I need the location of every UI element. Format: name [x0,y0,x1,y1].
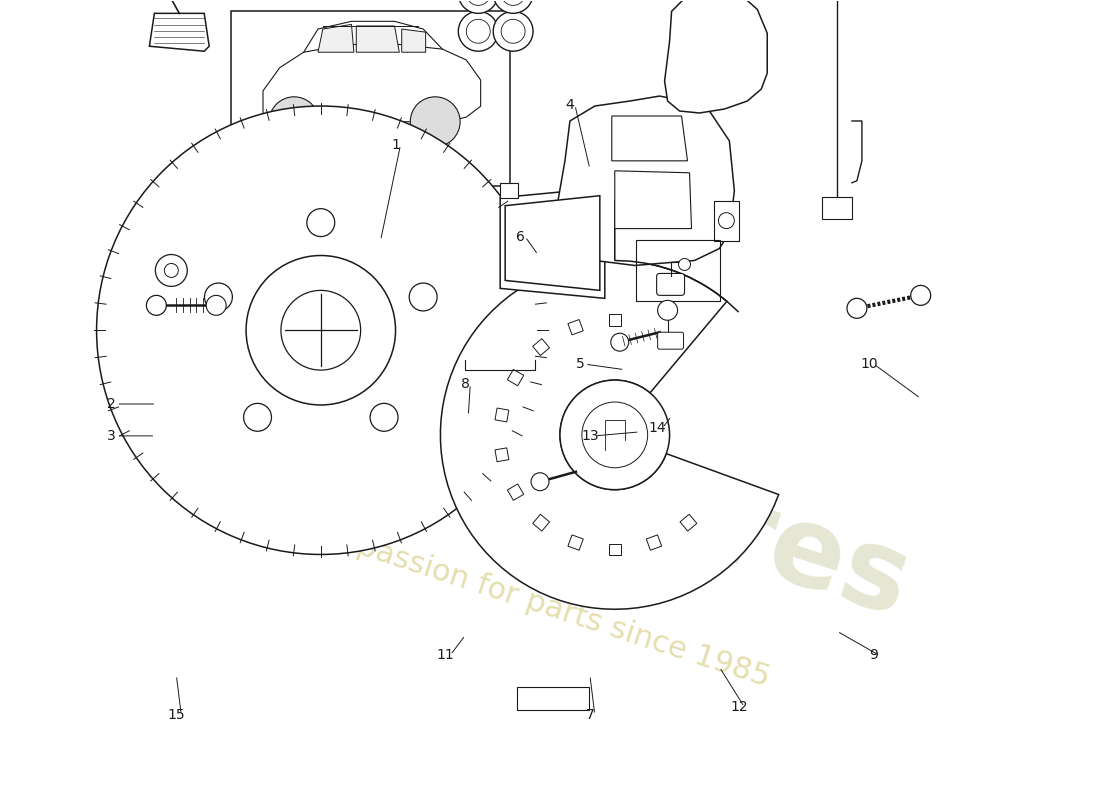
Polygon shape [680,514,697,531]
Circle shape [280,290,361,370]
Polygon shape [568,319,583,335]
Polygon shape [500,188,605,298]
Circle shape [911,286,931,306]
Circle shape [658,300,678,320]
Circle shape [582,402,648,468]
Circle shape [459,11,498,51]
Polygon shape [615,170,692,229]
Circle shape [531,473,549,490]
Text: 2: 2 [107,397,116,411]
Polygon shape [495,408,509,422]
Text: 5: 5 [575,357,584,371]
Polygon shape [440,261,779,610]
Polygon shape [507,370,524,386]
Circle shape [466,0,491,6]
Bar [517,687,588,710]
Circle shape [502,19,525,43]
Polygon shape [608,543,620,555]
Polygon shape [318,25,354,52]
Polygon shape [356,26,399,52]
Circle shape [246,255,396,405]
Bar [231,11,510,186]
Circle shape [97,106,544,554]
Polygon shape [532,338,550,355]
Circle shape [560,380,670,490]
Circle shape [466,19,491,43]
Polygon shape [664,0,767,113]
Circle shape [370,403,398,431]
Text: 15: 15 [167,708,185,722]
Polygon shape [263,45,481,130]
Circle shape [718,213,735,229]
FancyBboxPatch shape [657,274,684,295]
Text: 9: 9 [869,648,878,662]
FancyBboxPatch shape [658,332,683,349]
Polygon shape [505,196,600,290]
Circle shape [164,263,178,278]
Polygon shape [568,535,583,550]
Polygon shape [647,535,661,550]
Circle shape [307,209,334,237]
Circle shape [502,0,525,6]
Circle shape [410,97,460,146]
Circle shape [610,334,629,351]
Polygon shape [507,484,524,500]
Text: 4: 4 [565,98,574,112]
Circle shape [205,283,232,311]
Polygon shape [532,514,550,531]
Bar [636,239,720,302]
Text: 6: 6 [516,230,525,243]
Circle shape [243,403,272,431]
Text: 12: 12 [730,700,748,714]
Text: a passion for parts since 1985: a passion for parts since 1985 [327,522,773,692]
Circle shape [679,258,691,270]
Text: 7: 7 [585,708,594,722]
Bar [822,197,851,218]
Circle shape [459,0,498,14]
Text: 3: 3 [107,429,116,443]
Circle shape [493,11,534,51]
Circle shape [270,97,319,146]
Circle shape [409,283,437,311]
Text: 10: 10 [860,357,878,371]
Bar [714,201,739,241]
Polygon shape [402,29,426,52]
Text: 1: 1 [392,138,400,152]
Text: eurospares: eurospares [221,320,923,639]
Bar [500,182,518,198]
Circle shape [493,0,534,14]
Polygon shape [558,96,735,266]
Circle shape [206,295,227,315]
Text: 8: 8 [461,377,470,391]
Circle shape [155,254,187,286]
Text: 14: 14 [649,421,667,435]
Text: 11: 11 [437,648,454,662]
Text: 13: 13 [581,429,598,443]
Circle shape [146,295,166,315]
Circle shape [847,298,867,318]
Polygon shape [608,314,620,326]
Polygon shape [150,14,209,51]
Polygon shape [495,448,509,462]
Polygon shape [612,116,688,161]
